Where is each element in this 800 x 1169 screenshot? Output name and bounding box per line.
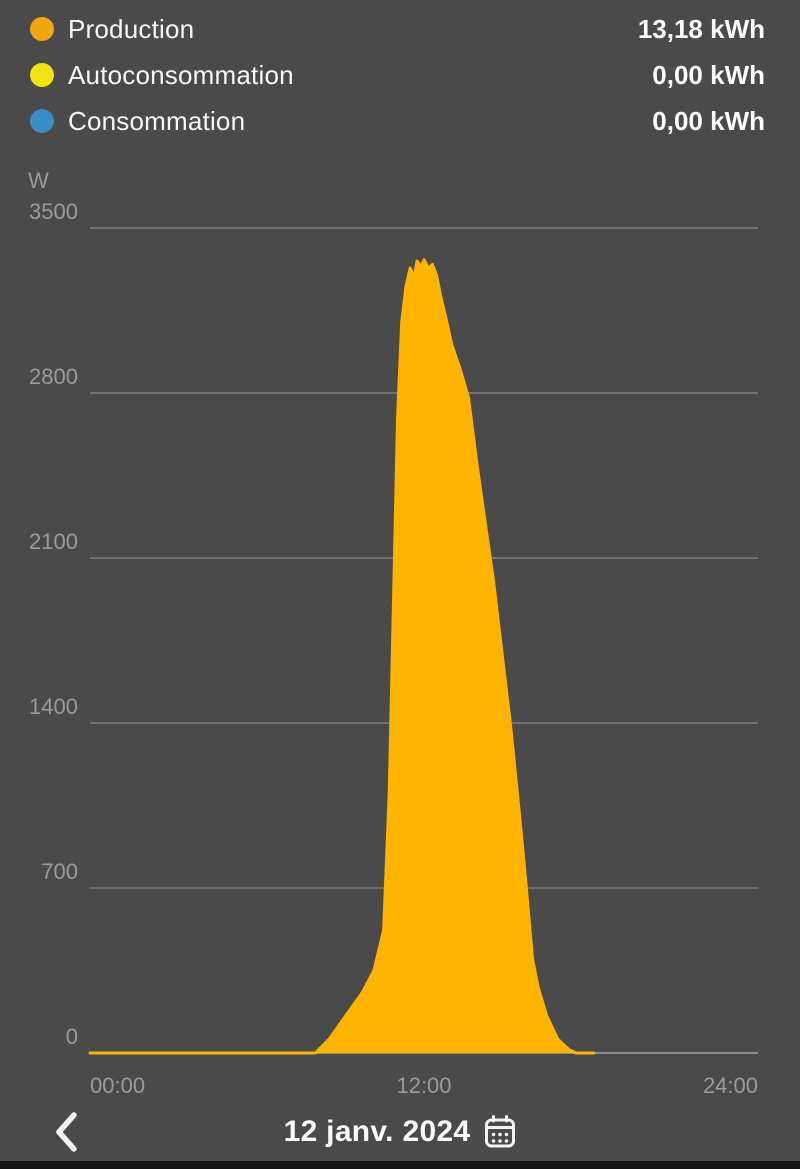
- chevron-left-icon: [56, 1112, 77, 1152]
- production-color-dot: [30, 17, 54, 41]
- svg-text:W: W: [28, 168, 49, 193]
- date-navigation-bar: 12 janv. 2024: [0, 1100, 800, 1163]
- legend-value-production: 13,18 kWh: [637, 13, 765, 44]
- legend-label-production: Production: [68, 13, 195, 44]
- date-picker-button[interactable]: 12 janv. 2024: [0, 1100, 800, 1163]
- autoconsommation-color-dot: [30, 63, 54, 87]
- legend-row-autoconsommation: Autoconsommation 0,00 kWh: [0, 52, 800, 98]
- svg-text:0: 0: [66, 1024, 78, 1049]
- legend: Production 13,18 kWh Autoconsommation 0,…: [0, 6, 800, 144]
- legend-row-consommation: Consommation 0,00 kWh: [0, 98, 800, 144]
- svg-text:3500: 3500: [29, 199, 78, 224]
- bottom-edge-strip: [0, 1161, 800, 1169]
- svg-text:12:00: 12:00: [396, 1073, 451, 1098]
- svg-text:2100: 2100: [29, 529, 78, 554]
- calendar-icon: [485, 1114, 516, 1147]
- selected-date-label: 12 janv. 2024: [283, 1114, 471, 1148]
- svg-text:700: 700: [41, 859, 78, 884]
- legend-row-production: Production 13,18 kWh: [0, 6, 800, 52]
- legend-value-autoconsommation: 0,00 kWh: [652, 59, 765, 90]
- legend-label-consommation: Consommation: [68, 105, 246, 136]
- chart-canvas[interactable]: W 3500 2800 2100 1400 700 0 00:00 12:00 24:00: [0, 160, 800, 1100]
- svg-text:2800: 2800: [29, 364, 78, 389]
- consommation-color-dot: [30, 109, 54, 133]
- legend-value-consommation: 0,00 kWh: [652, 105, 765, 136]
- svg-text:24:00: 24:00: [703, 1073, 758, 1098]
- legend-label-autoconsommation: Autoconsommation: [68, 59, 294, 90]
- back-button[interactable]: [44, 1108, 88, 1156]
- svg-text:1400: 1400: [29, 694, 78, 719]
- svg-text:00:00: 00:00: [90, 1073, 145, 1098]
- production-area-chart[interactable]: W 3500 2800 2100 1400 700 0 00:00 12:00 24:00: [0, 160, 800, 1100]
